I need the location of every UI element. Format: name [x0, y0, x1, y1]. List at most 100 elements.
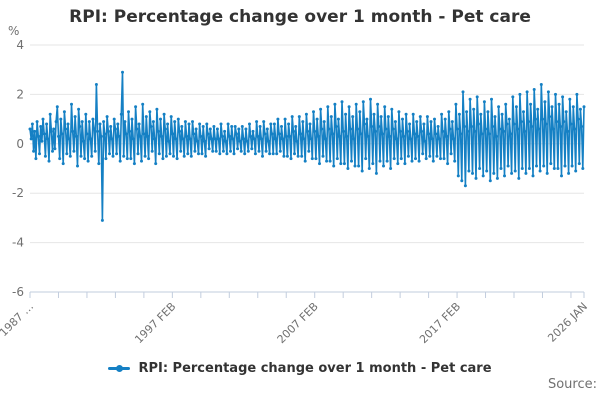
series-point-marker [348, 127, 352, 131]
series-point-marker [300, 154, 304, 158]
series-point-marker [96, 129, 100, 133]
series-point-marker [164, 154, 168, 158]
series-point-marker [236, 147, 240, 151]
series-point-marker [465, 110, 469, 114]
series-point-marker [156, 129, 160, 133]
series-point-marker [431, 159, 435, 163]
series-point-marker [374, 171, 378, 175]
series-point-marker [35, 120, 39, 124]
series-point-marker [191, 120, 194, 124]
series-point-marker [333, 102, 337, 106]
series-point-marker [127, 110, 130, 114]
series-point-marker [122, 154, 126, 158]
series-point-marker [70, 102, 73, 106]
series-point-marker [320, 127, 324, 131]
series-point-marker [430, 137, 434, 141]
series-point-marker [312, 110, 315, 114]
series-point-marker [315, 117, 319, 121]
series-point-marker [233, 125, 237, 128]
series-point-marker [116, 122, 120, 126]
series-point-marker [66, 122, 70, 126]
series-point-marker [490, 97, 493, 101]
series-point-marker [533, 117, 537, 121]
series-point-marker [504, 102, 508, 106]
series-point-marker [546, 90, 550, 94]
series-point-marker [436, 125, 440, 128]
series-point-marker [332, 164, 336, 168]
series-point-marker [441, 129, 445, 133]
series-point-marker [329, 115, 333, 119]
series-point-marker [397, 110, 401, 114]
series-point-marker [402, 134, 406, 138]
series-point-marker [457, 112, 461, 116]
series-point-marker [81, 139, 85, 143]
series-point-marker [59, 117, 63, 121]
series-point-marker [232, 152, 236, 156]
series-point-marker [197, 152, 200, 156]
series-point-marker [109, 125, 113, 128]
series-point-marker [498, 127, 502, 131]
series-point-marker [412, 132, 416, 136]
series-point-marker [442, 157, 446, 161]
series-point-marker [92, 127, 96, 131]
series-point-marker [136, 152, 140, 156]
series-point-marker [328, 159, 332, 163]
series-point-marker [377, 125, 381, 128]
series-point-marker [72, 149, 76, 153]
series-point-marker [562, 120, 566, 124]
series-point-marker [257, 149, 261, 153]
series-point-marker [259, 137, 263, 141]
series-point-marker [476, 122, 480, 126]
series-point-marker [30, 122, 34, 126]
series-point-marker [510, 171, 514, 175]
series-point-marker [76, 164, 79, 168]
series-point-marker [99, 134, 103, 138]
series-point-marker [299, 132, 302, 136]
series-point-marker [450, 120, 454, 124]
series-point-marker [49, 129, 53, 133]
legend-item[interactable]: RPI: Percentage change over 1 month - Pe… [0, 361, 600, 376]
series-point-marker [568, 97, 572, 101]
series-point-marker [68, 154, 72, 158]
series-point-marker [83, 157, 87, 161]
series-point-marker [342, 162, 346, 166]
series-point-marker [390, 107, 394, 111]
series-point-marker [516, 127, 520, 131]
series-point-marker [437, 137, 441, 141]
series-point-marker [248, 122, 251, 126]
series-point-marker [444, 134, 448, 138]
series-point-marker [552, 167, 556, 170]
series-point-marker [155, 107, 159, 111]
series-point-marker [132, 162, 136, 166]
series-point-marker [389, 167, 393, 170]
series-point-marker [219, 122, 223, 126]
series-point-marker [472, 107, 476, 111]
series-point-marker [207, 147, 211, 151]
series-point-marker [110, 137, 114, 141]
series-point-marker [443, 117, 447, 121]
series-point-marker [103, 132, 107, 136]
series-point-marker [250, 147, 254, 151]
series-point-marker [460, 179, 464, 183]
series-point-marker [378, 159, 382, 163]
series-point-marker [182, 154, 186, 158]
series-point-marker [512, 122, 516, 126]
series-point-marker [580, 125, 584, 128]
series-point-marker [210, 137, 213, 141]
series-point-marker [369, 97, 372, 101]
series-point-marker [272, 122, 276, 126]
series-point-marker [386, 115, 390, 119]
series-point-marker [482, 100, 486, 104]
series-point-marker [376, 102, 380, 106]
series-point-marker [411, 112, 415, 116]
x-axis-tick-label: 1987 … [0, 300, 36, 339]
series-point-marker [98, 122, 102, 126]
x-axis-tick-label: 2026 JAN [545, 300, 590, 345]
series-point-marker [86, 159, 90, 163]
series-point-marker [468, 97, 472, 101]
series-point-marker [475, 95, 479, 99]
series-point-marker [414, 157, 417, 161]
series-point-marker [58, 157, 62, 161]
series-point-marker [545, 171, 549, 175]
series-point-marker [351, 115, 355, 119]
